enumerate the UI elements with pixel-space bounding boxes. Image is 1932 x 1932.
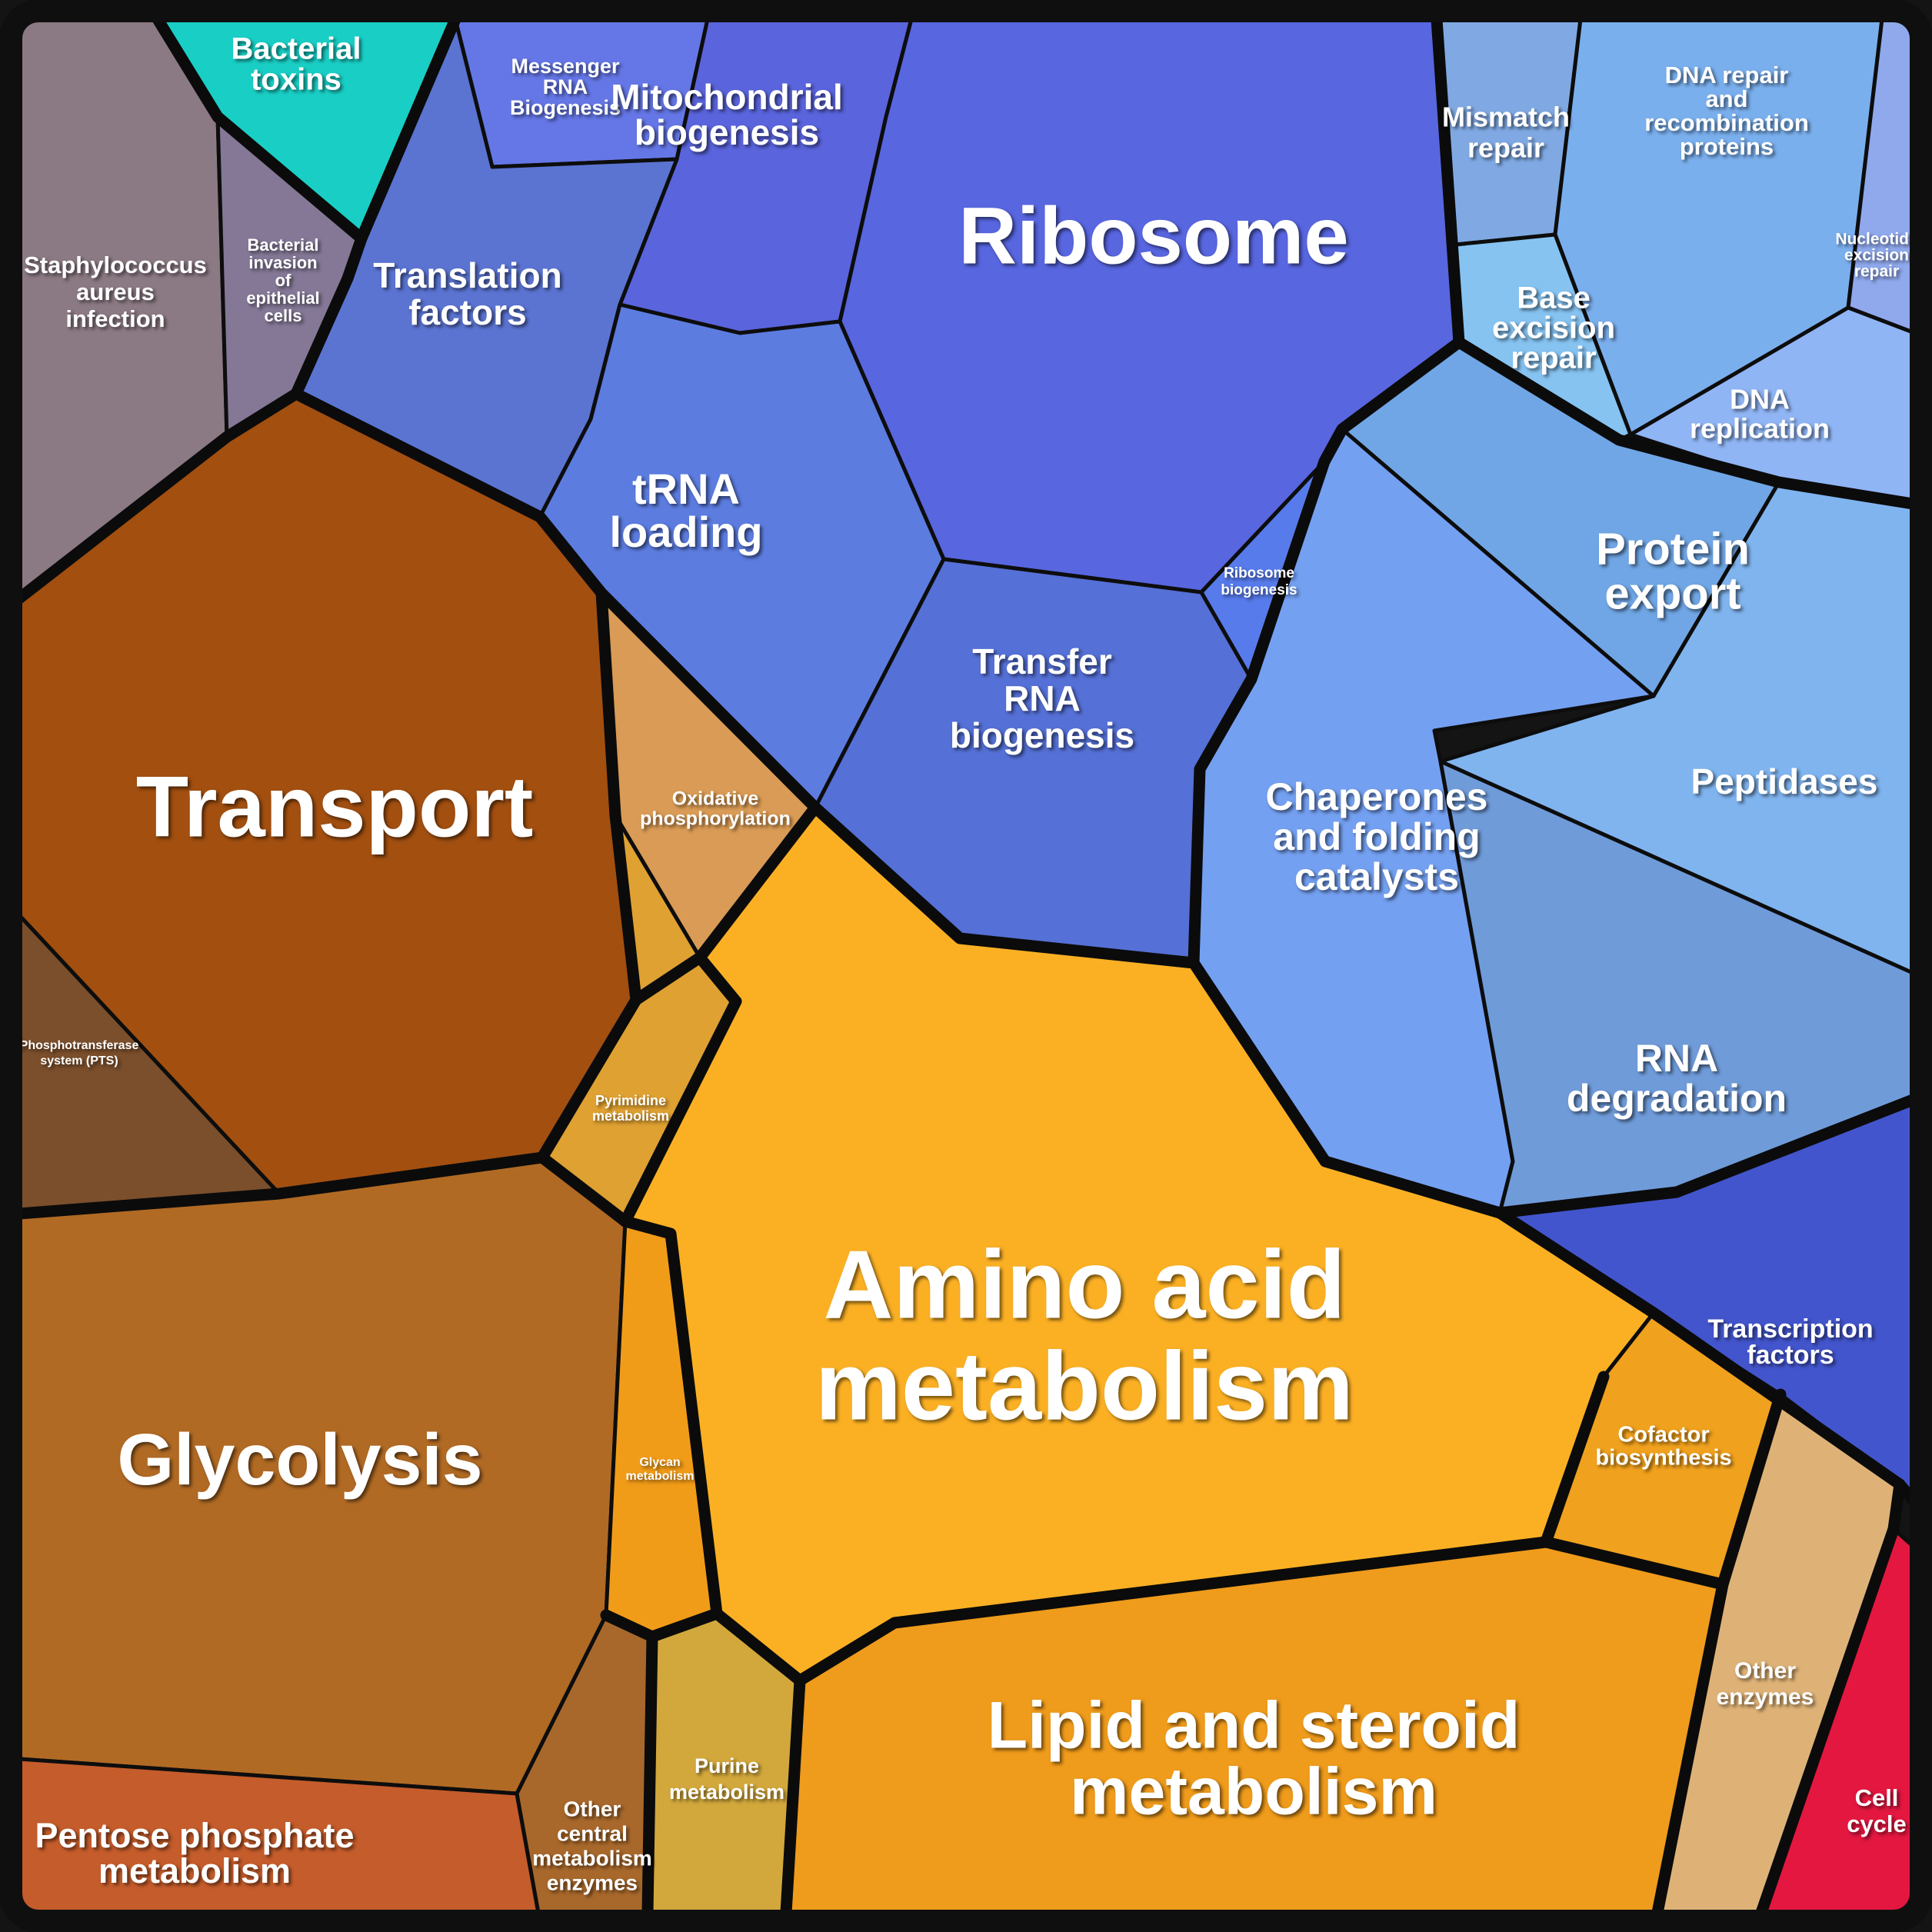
label-other-central: central: [557, 1821, 628, 1845]
label-protein-export: Protein: [1596, 524, 1750, 574]
label-rna-degradation: degradation: [1567, 1077, 1787, 1120]
label-pts: system (PTS): [40, 1054, 118, 1068]
label-purine: Purine: [695, 1754, 759, 1777]
label-dna-replication: replication: [1690, 413, 1830, 445]
label-purine: metabolism: [669, 1780, 784, 1804]
label-translation-factors: Translation: [373, 255, 561, 295]
label-staphylococcus: aureus: [76, 278, 155, 305]
label-nucleotide-excision: repair: [1854, 263, 1899, 281]
label-glycolysis: Glycolysis: [117, 1419, 482, 1501]
label-transcription-factors: factors: [1747, 1341, 1834, 1370]
label-other-central: Other: [564, 1797, 621, 1820]
label-mismatch-repair: repair: [1467, 132, 1544, 164]
label-oxidative-phosphorylation: Oxidative: [672, 788, 759, 810]
label-dna-repair: DNA repair: [1665, 62, 1789, 88]
group-border-purine-west: [641, 1631, 658, 1919]
label-chaperones: catalysts: [1294, 855, 1459, 898]
group-border-lipid-north: [794, 1536, 1552, 1687]
label-transcription-factors: Transcription: [1707, 1314, 1873, 1344]
label-amino-acid: Amino acid: [823, 1230, 1345, 1338]
label-base-excision: repair: [1511, 341, 1596, 375]
group-border-translation-folding: [1188, 336, 1465, 969]
label-protein-export: export: [1604, 568, 1740, 618]
group-border-repair-folding: [1453, 336, 1919, 510]
label-ribosome-biogenesis: biogenesis: [1221, 582, 1297, 598]
group-border-cellcycle: [1755, 1478, 1906, 1919]
label-bacterial-toxins: toxins: [251, 63, 341, 97]
label-cofactor: biosynthesis: [1595, 1446, 1731, 1471]
label-bacterial-invasion: invasion: [248, 253, 317, 272]
label-staphylococcus: infection: [65, 305, 165, 332]
label-chaperones: and folding: [1273, 815, 1480, 858]
label-lipid-steroid: metabolism: [1070, 1755, 1437, 1829]
label-glycan: metabolism: [626, 1470, 695, 1483]
label-pentose: Pentose phosphate: [35, 1816, 354, 1855]
label-messenger-rna: Biogenesis: [510, 96, 621, 119]
label-dna-repair: proteins: [1680, 133, 1774, 160]
group-border-transcription: [1494, 1094, 1919, 1219]
label-cofactor: Cofactor: [1617, 1423, 1709, 1447]
label-pyrimidine: metabolism: [592, 1108, 669, 1124]
label-transport: Transport: [136, 759, 534, 855]
label-cell-cycle: Cell: [1855, 1784, 1899, 1811]
label-bacterial-toxins: Bacterial: [232, 32, 361, 66]
group-border-carbohydrate: [13, 1151, 548, 1220]
label-ribosome-biogenesis: Ribosome: [1224, 565, 1294, 581]
group-borders: [13, 13, 1919, 1919]
label-bacterial-invasion: Bacterial: [248, 235, 319, 255]
label-bacterial-invasion: cells: [265, 306, 302, 325]
label-amino-acid: metabolism: [815, 1331, 1354, 1440]
label-mitochondrial: Mitochondrial: [611, 77, 843, 117]
label-trna-loading: loading: [609, 508, 762, 556]
label-base-excision: Base: [1517, 281, 1591, 315]
label-nucleotide-excision: excision: [1844, 247, 1909, 265]
label-chaperones: Chaperones: [1266, 775, 1488, 818]
label-pyrimidine: Pyrimidine: [595, 1093, 666, 1108]
group-border-transport-east: [536, 587, 642, 1164]
label-other-enzymes: enzymes: [1717, 1684, 1814, 1710]
group-border-ribosome-repair: [1431, 13, 1465, 348]
label-pts: Phosphotransferase: [20, 1039, 139, 1052]
cells: [17, 17, 1915, 1915]
group-border-cofactor: [1540, 1371, 1787, 1591]
label-transfer-rna: RNA: [1004, 678, 1081, 718]
label-other-central: metabolism: [532, 1846, 652, 1870]
label-ribosome: Ribosome: [958, 192, 1349, 281]
label-other-central: enzymes: [547, 1870, 638, 1894]
label-peptidases: Peptidases: [1691, 761, 1878, 801]
label-bacterial-invasion: epithelial: [246, 288, 319, 308]
label-transfer-rna: Transfer: [972, 641, 1112, 681]
label-dna-repair: recombination: [1644, 109, 1809, 136]
labels: Staphylococcus aureus infection Bacteria…: [20, 32, 1918, 1895]
label-transfer-rna: biogenesis: [950, 715, 1134, 755]
label-bacterial-invasion: of: [275, 271, 291, 290]
label-base-excision: excision: [1492, 311, 1615, 345]
label-translation-factors: factors: [408, 292, 526, 332]
group-border-pyrimidine: [536, 801, 821, 1227]
label-glycan: Glycan: [639, 1456, 680, 1469]
group-border-oxphos-pyrimidine: [630, 951, 706, 1006]
group-border-toxins: [152, 13, 461, 245]
label-rna-degradation: RNA: [1635, 1037, 1718, 1080]
label-cell-cycle: cycle: [1847, 1810, 1907, 1837]
label-nucleotide-excision: Nucleotide: [1835, 231, 1917, 248]
label-staphylococcus: Staphylococcus: [24, 251, 207, 278]
label-lipid-steroid: Lipid and steroid: [988, 1689, 1521, 1763]
label-other-enzymes: Other: [1734, 1658, 1796, 1684]
label-messenger-rna: RNA: [543, 75, 588, 98]
label-mismatch-repair: Mismatch: [1442, 102, 1570, 133]
label-oxidative-phosphorylation: phosphorylation: [640, 808, 791, 830]
label-mitochondrial: biogenesis: [635, 112, 819, 152]
label-dna-replication: DNA: [1730, 384, 1790, 415]
group-border-otherenzymes-west: [1651, 1578, 1729, 1919]
label-pentose: metabolism: [98, 1851, 291, 1890]
label-trna-loading: tRNA: [632, 465, 740, 513]
label-messenger-rna: Messenger: [511, 55, 620, 78]
label-dna-repair: and: [1705, 85, 1747, 112]
